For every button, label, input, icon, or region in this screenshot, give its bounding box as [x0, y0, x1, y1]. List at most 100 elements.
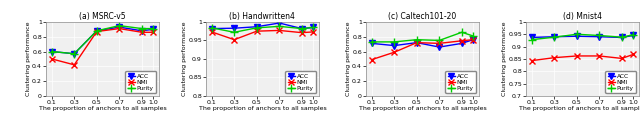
- NMI: [149, 32, 157, 33]
- Purity: [595, 35, 603, 36]
- ACC: [275, 22, 283, 24]
- ACC: [230, 27, 238, 29]
- NMI: [390, 51, 398, 53]
- NMI: [368, 59, 376, 60]
- NMI: [208, 31, 216, 33]
- Legend: ACC, NMI, Purity: ACC, NMI, Purity: [285, 71, 316, 93]
- NMI: [413, 42, 420, 43]
- Line: ACC: ACC: [529, 33, 636, 40]
- X-axis label: The proportion of anchors to all samples: The proportion of anchors to all samples: [358, 106, 486, 112]
- Purity: [208, 27, 216, 29]
- NMI: [275, 30, 283, 31]
- Title: (d) Mnist4: (d) Mnist4: [563, 12, 602, 21]
- Purity: [413, 39, 420, 41]
- Title: (c) Caltech101-20: (c) Caltech101-20: [388, 12, 456, 21]
- ACC: [93, 30, 100, 32]
- ACC: [368, 43, 376, 44]
- ACC: [253, 26, 260, 28]
- Line: Purity: Purity: [48, 22, 157, 58]
- Purity: [230, 32, 238, 33]
- Legend: ACC, NMI, Purity: ACC, NMI, Purity: [125, 71, 156, 93]
- ACC: [469, 39, 477, 41]
- NMI: [618, 58, 626, 59]
- Title: (a) MSRC-v5: (a) MSRC-v5: [79, 12, 125, 21]
- NMI: [629, 54, 637, 55]
- Y-axis label: Clustering performance: Clustering performance: [182, 22, 187, 96]
- Purity: [309, 27, 317, 28]
- ACC: [435, 46, 443, 48]
- Line: NMI: NMI: [369, 37, 476, 63]
- NMI: [469, 39, 477, 41]
- ACC: [390, 45, 398, 46]
- Purity: [93, 30, 100, 32]
- Line: ACC: ACC: [209, 20, 316, 31]
- Line: NMI: NMI: [209, 27, 316, 43]
- NMI: [253, 30, 260, 32]
- Legend: ACC, NMI, Purity: ACC, NMI, Purity: [605, 71, 636, 93]
- Purity: [528, 39, 536, 41]
- NMI: [115, 28, 123, 29]
- Purity: [469, 35, 477, 37]
- ACC: [48, 51, 56, 52]
- Purity: [275, 25, 283, 27]
- NMI: [550, 57, 558, 58]
- Purity: [368, 41, 376, 43]
- Y-axis label: Clustering performance: Clustering performance: [26, 22, 31, 96]
- Purity: [573, 33, 580, 35]
- X-axis label: The proportion of anchors to all samples: The proportion of anchors to all samples: [518, 106, 640, 112]
- Purity: [115, 25, 123, 26]
- Purity: [550, 36, 558, 38]
- Purity: [390, 41, 398, 43]
- ACC: [309, 27, 317, 28]
- ACC: [528, 37, 536, 38]
- NMI: [138, 32, 146, 33]
- Line: Purity: Purity: [208, 23, 317, 36]
- Purity: [70, 53, 78, 55]
- NMI: [230, 39, 238, 41]
- Y-axis label: Clustering performance: Clustering performance: [346, 22, 351, 96]
- ACC: [573, 35, 580, 37]
- NMI: [298, 32, 306, 33]
- Purity: [458, 32, 466, 33]
- Purity: [149, 28, 157, 29]
- NMI: [458, 40, 466, 42]
- Purity: [138, 28, 146, 29]
- Purity: [253, 27, 260, 29]
- ACC: [595, 36, 603, 38]
- NMI: [595, 55, 603, 57]
- Purity: [629, 34, 637, 36]
- NMI: [70, 64, 78, 66]
- Purity: [48, 51, 56, 52]
- NMI: [309, 31, 317, 33]
- Line: NMI: NMI: [49, 25, 156, 68]
- Line: Purity: Purity: [368, 28, 477, 46]
- ACC: [149, 28, 157, 30]
- ACC: [115, 26, 123, 28]
- ACC: [138, 30, 146, 32]
- ACC: [70, 53, 78, 55]
- Purity: [435, 40, 443, 41]
- X-axis label: The proportion of anchors to all samples: The proportion of anchors to all samples: [38, 106, 166, 112]
- NMI: [93, 31, 100, 32]
- Legend: ACC, NMI, Purity: ACC, NMI, Purity: [445, 71, 476, 93]
- NMI: [435, 43, 443, 44]
- NMI: [528, 60, 536, 62]
- Line: ACC: ACC: [369, 37, 476, 50]
- Purity: [618, 36, 626, 38]
- NMI: [573, 55, 580, 57]
- ACC: [629, 35, 637, 36]
- Line: ACC: ACC: [49, 24, 156, 56]
- ACC: [618, 37, 626, 38]
- Purity: [298, 28, 306, 29]
- ACC: [298, 28, 306, 29]
- ACC: [550, 36, 558, 38]
- Line: Purity: Purity: [528, 30, 637, 43]
- X-axis label: The proportion of anchors to all samples: The proportion of anchors to all samples: [198, 106, 326, 112]
- ACC: [413, 42, 420, 43]
- Y-axis label: Clustering performance: Clustering performance: [502, 22, 507, 96]
- ACC: [208, 28, 216, 29]
- NMI: [48, 58, 56, 60]
- Line: NMI: NMI: [529, 51, 636, 64]
- ACC: [458, 43, 466, 44]
- Title: (b) Handwritten4: (b) Handwritten4: [230, 12, 295, 21]
